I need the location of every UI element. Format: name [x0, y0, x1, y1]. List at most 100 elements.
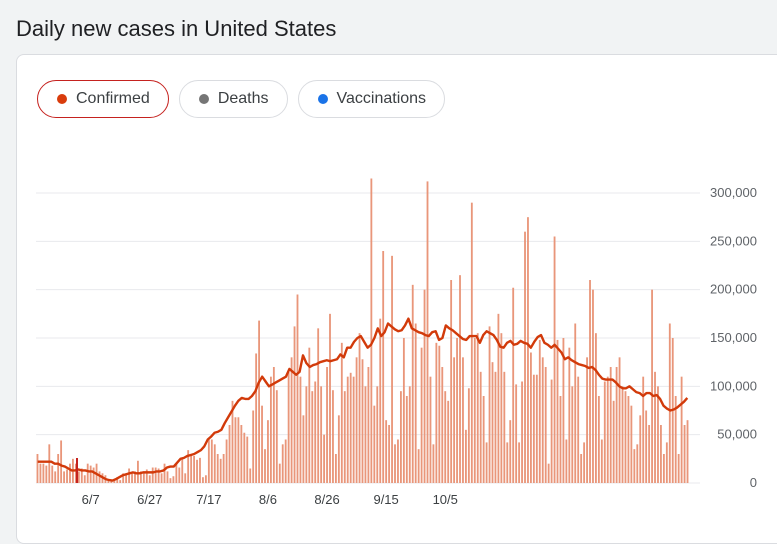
case-bar: [39, 463, 42, 483]
case-bar: [343, 391, 346, 483]
case-bar: [530, 352, 532, 483]
tab-confirmed[interactable]: Confirmed: [37, 80, 169, 118]
case-bar: [284, 439, 287, 483]
case-bar: [77, 471, 80, 483]
case-bar: [394, 444, 396, 483]
case-bar: [544, 367, 547, 483]
case-bar: [485, 442, 488, 483]
y-tick-label: 200,000: [710, 282, 757, 297]
case-bar: [574, 323, 577, 483]
case-bar: [110, 481, 113, 483]
case-bar: [213, 444, 216, 483]
case-bar: [648, 425, 651, 483]
case-bar: [264, 449, 266, 483]
case-bar: [57, 454, 60, 483]
case-bar: [80, 468, 83, 483]
case-bar: [42, 463, 45, 483]
case-bar: [586, 357, 588, 483]
tab-vaccinations[interactable]: Vaccinations: [297, 80, 446, 118]
case-bar: [621, 386, 624, 483]
case-bar: [107, 481, 110, 483]
case-bar: [518, 442, 521, 483]
case-bar: [267, 420, 269, 483]
case-bar: [54, 471, 57, 483]
case-bar: [633, 449, 636, 483]
case-bar: [281, 444, 284, 483]
case-bar: [456, 338, 458, 483]
metric-tabs: Confirmed Deaths Vaccinations: [37, 80, 446, 118]
case-bar: [311, 391, 314, 483]
case-bar: [657, 386, 659, 483]
case-bar: [219, 458, 222, 483]
case-bar: [139, 471, 142, 483]
case-bar: [532, 374, 535, 483]
case-bar: [541, 357, 544, 483]
case-bar: [568, 347, 571, 483]
case-bar: [503, 371, 506, 483]
x-tick-label: 6/27: [137, 492, 162, 507]
tab-deaths[interactable]: Deaths: [178, 80, 288, 118]
case-bar: [615, 367, 618, 483]
case-bar: [494, 371, 497, 483]
case-bar: [527, 217, 529, 483]
case-bar: [651, 289, 653, 483]
case-bar: [187, 450, 190, 483]
case-bar: [122, 473, 125, 483]
seven-day-average-line: [37, 317, 689, 482]
case-bar: [639, 415, 642, 483]
y-tick-label: 50,000: [717, 427, 757, 442]
case-bar: [243, 432, 246, 483]
case-bar: [36, 454, 39, 483]
case-bar: [225, 439, 228, 483]
case-bar: [453, 357, 456, 483]
case-bar: [686, 420, 689, 483]
case-bar: [287, 371, 290, 483]
case-bar: [420, 347, 423, 483]
case-bar: [642, 376, 645, 483]
case-bar: [299, 376, 302, 483]
case-bar: [612, 400, 615, 483]
case-bar: [512, 287, 515, 483]
case-bar: [60, 440, 63, 483]
case-bar: [645, 410, 648, 483]
case-bar: [408, 386, 411, 483]
case-bar: [429, 376, 432, 483]
case-bar: [388, 425, 391, 483]
case-bar: [556, 339, 559, 483]
case-bar: [302, 415, 305, 483]
case-bar: [509, 420, 512, 483]
case-bar: [181, 458, 184, 483]
case-bar: [402, 338, 405, 483]
case-bar: [222, 454, 225, 483]
case-bar: [74, 463, 77, 483]
cases-chart[interactable]: 300,000 250,000 200,000 150,000 100,000 50,00…: [0, 0, 777, 525]
x-tick-label: 7/17: [196, 492, 221, 507]
case-bar: [367, 367, 370, 483]
case-bar: [447, 400, 450, 483]
case-bar: [553, 236, 556, 483]
case-bar: [308, 347, 311, 483]
case-bar: [470, 202, 473, 483]
case-bar: [677, 454, 680, 483]
case-bar: [125, 475, 128, 483]
case-bar: [89, 465, 92, 483]
case-bar: [411, 284, 414, 483]
case-bar: [592, 289, 594, 483]
case-bar: [654, 371, 656, 483]
case-bar: [379, 318, 382, 483]
case-bar: [166, 471, 169, 483]
case-bar: [148, 475, 151, 483]
case-bar: [296, 294, 299, 483]
page-title: Daily new cases in United States: [16, 16, 337, 41]
case-bar: [583, 442, 586, 483]
case-bar: [261, 405, 263, 483]
case-bar: [231, 400, 234, 483]
case-bar: [382, 251, 385, 483]
case-bar: [665, 442, 668, 483]
y-tick-label: 150,000: [710, 330, 757, 345]
case-bar: [580, 454, 583, 483]
case-bar: [69, 463, 71, 483]
case-bar: [169, 478, 172, 483]
case-bar: [571, 386, 574, 483]
case-bar: [444, 391, 447, 483]
